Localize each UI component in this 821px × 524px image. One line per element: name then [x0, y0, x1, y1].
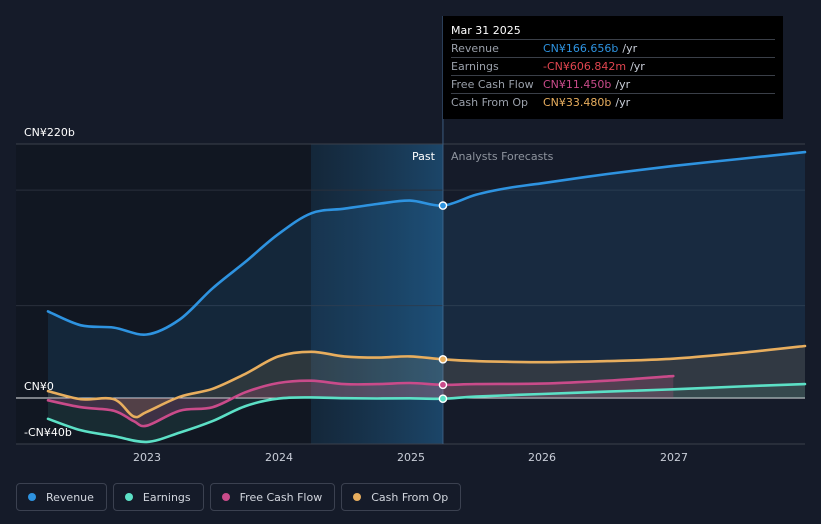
- past-label: Past: [412, 150, 435, 163]
- legend-label: Cash From Op: [371, 490, 449, 504]
- legend-label: Free Cash Flow: [239, 490, 323, 504]
- earnings-dot-icon: [124, 493, 133, 501]
- revenue-point: [438, 201, 448, 210]
- tooltip-value: CN¥33.480b: [543, 96, 612, 109]
- y-axis-zero-label: CN¥0: [24, 380, 54, 393]
- tooltip-unit: /yr: [630, 60, 645, 73]
- y-axis-top-label: CN¥220b: [24, 126, 75, 139]
- cash-from-op-line: [46, 344, 807, 419]
- tooltip-unit: /yr: [615, 78, 631, 91]
- x-tick-label: 2025: [397, 451, 425, 464]
- data-tooltip: Mar 31 2025 Revenue CN¥166.656b /yr Earn…: [443, 16, 783, 119]
- tooltip-value: CN¥11.450b: [543, 78, 612, 91]
- free-cash-flow-line: [46, 374, 675, 428]
- legend-item-cash-from-op[interactable]: Cash From Op: [341, 483, 462, 511]
- earnings-area: [48, 384, 805, 442]
- y-axis-bottom-label: -CN¥40b: [24, 426, 72, 439]
- cash-from-op-point: [438, 355, 448, 364]
- cash-from-op-area: [48, 346, 805, 418]
- tooltip-value: CN¥166.656b: [543, 42, 619, 55]
- free-cash-flow-point: [438, 380, 448, 390]
- tooltip-row-free-cash-flow: Free Cash Flow CN¥11.450b /yr: [451, 76, 775, 94]
- tooltip-date: Mar 31 2025: [451, 22, 775, 40]
- revenue-area: [48, 152, 805, 398]
- x-tick-label: 2024: [265, 451, 293, 464]
- tooltip-value: -CN¥606.842m: [543, 60, 627, 73]
- tooltip-label: Revenue: [451, 42, 499, 55]
- chart-legend: Revenue Earnings Free Cash Flow Cash Fro…: [16, 483, 462, 511]
- tooltip-unit: /yr: [615, 96, 631, 109]
- free-cash-flow-area: [48, 376, 674, 427]
- legend-label: Earnings: [142, 490, 191, 504]
- earnings-point: [438, 394, 448, 404]
- forecast-label: Analysts Forecasts: [451, 150, 554, 163]
- legend-item-free-cash-flow[interactable]: Free Cash Flow: [209, 483, 336, 511]
- x-tick-label: 2023: [133, 451, 161, 464]
- tooltip-label: Cash From Op: [451, 96, 529, 109]
- highlight-region: [311, 144, 443, 444]
- tooltip-label: Free Cash Flow: [451, 78, 534, 91]
- tooltip-unit: /yr: [622, 42, 638, 55]
- revenue-dot-icon: [28, 493, 36, 501]
- earnings-line: [46, 382, 807, 444]
- legend-item-revenue[interactable]: Revenue: [16, 483, 107, 511]
- legend-label: Revenue: [46, 490, 94, 504]
- free-cash-flow-dot-icon: [221, 493, 230, 501]
- x-tick-label: 2027: [660, 451, 688, 464]
- cash-from-op-dot-icon: [353, 493, 362, 501]
- tooltip-row-cash-from-op: Cash From Op CN¥33.480b /yr: [451, 94, 775, 111]
- tooltip-row-revenue: Revenue CN¥166.656b /yr: [451, 40, 775, 58]
- tooltip-row-earnings: Earnings -CN¥606.842m /yr: [451, 58, 775, 76]
- legend-item-earnings[interactable]: Earnings: [112, 483, 204, 511]
- tooltip-label: Earnings: [451, 60, 499, 73]
- revenue-line: [46, 150, 807, 336]
- x-tick-label: 2026: [528, 451, 556, 464]
